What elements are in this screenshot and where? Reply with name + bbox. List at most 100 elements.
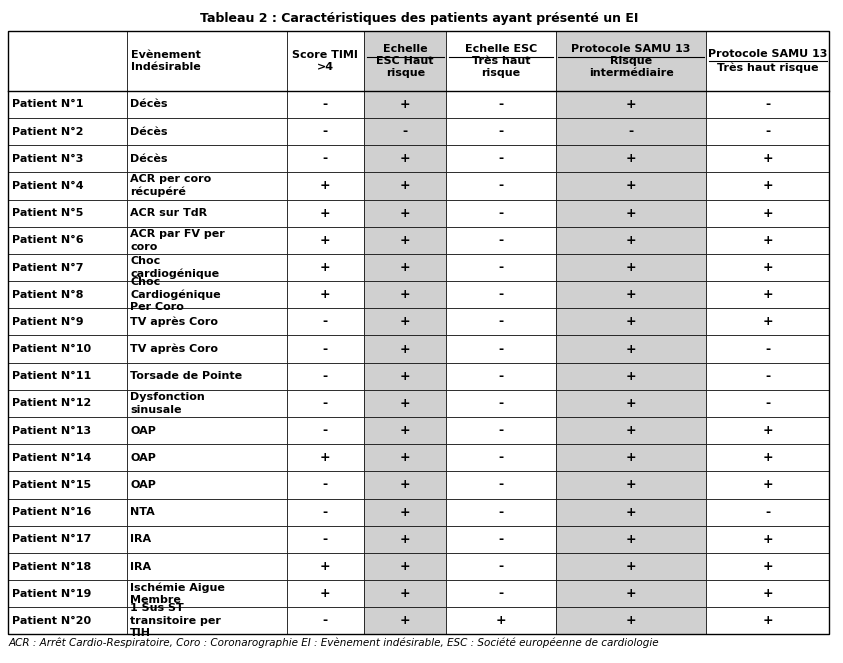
Text: -: - xyxy=(765,397,771,410)
Bar xyxy=(364,281,446,308)
Text: +: + xyxy=(626,207,636,219)
Bar xyxy=(706,118,830,145)
Text: +: + xyxy=(320,288,330,301)
Bar xyxy=(706,335,830,363)
Text: -: - xyxy=(765,98,771,111)
Text: Ischémie Aigue
Membre: Ischémie Aigue Membre xyxy=(131,582,225,605)
Text: ACR : Arrêt Cardio-Respiratoire, Coro : Coronarographie EI : Evènement indésirab: ACR : Arrêt Cardio-Respiratoire, Coro : … xyxy=(8,638,659,648)
Bar xyxy=(556,553,706,580)
Bar xyxy=(127,363,287,390)
Text: -: - xyxy=(498,261,503,274)
Text: Patient N°13: Patient N°13 xyxy=(12,426,91,436)
Bar xyxy=(287,444,364,471)
Text: +: + xyxy=(626,424,636,437)
Bar xyxy=(127,281,287,308)
Text: Patient N°1: Patient N°1 xyxy=(12,99,83,109)
Text: -: - xyxy=(498,180,503,192)
Bar xyxy=(446,281,556,308)
Text: +: + xyxy=(626,316,636,328)
Text: Dysfonction
sinusale: Dysfonction sinusale xyxy=(131,392,205,414)
Text: IRA: IRA xyxy=(131,534,152,544)
Text: Patient N°4: Patient N°4 xyxy=(12,181,83,191)
Bar xyxy=(127,444,287,471)
Text: +: + xyxy=(400,234,411,247)
Text: +: + xyxy=(400,152,411,165)
Text: -: - xyxy=(323,615,328,627)
Text: +: + xyxy=(400,288,411,301)
Text: -: - xyxy=(323,479,328,491)
Text: +: + xyxy=(763,587,773,600)
Text: Torsade de Pointe: Torsade de Pointe xyxy=(131,371,243,381)
Text: -: - xyxy=(498,397,503,410)
Text: -: - xyxy=(323,533,328,546)
Bar xyxy=(364,145,446,172)
Bar xyxy=(706,444,830,471)
Bar xyxy=(127,91,287,118)
Text: TV après Coro: TV après Coro xyxy=(131,344,218,354)
Text: +: + xyxy=(400,397,411,410)
Bar xyxy=(127,308,287,335)
Text: Patient N°16: Patient N°16 xyxy=(12,507,91,517)
Bar xyxy=(556,172,706,200)
Bar xyxy=(364,308,446,335)
Bar xyxy=(446,91,556,118)
Bar xyxy=(706,499,830,526)
Text: Patient N°5: Patient N°5 xyxy=(12,208,83,218)
Text: Echelle
ESC Haut
risque: Echelle ESC Haut risque xyxy=(377,44,434,78)
Text: Patient N°17: Patient N°17 xyxy=(12,534,91,544)
Bar xyxy=(556,471,706,499)
Bar xyxy=(287,118,364,145)
Bar xyxy=(556,390,706,417)
Bar xyxy=(287,499,364,526)
Text: OAP: OAP xyxy=(131,480,156,490)
Bar xyxy=(706,308,830,335)
Bar xyxy=(446,31,556,91)
Text: +: + xyxy=(626,506,636,518)
Bar xyxy=(8,553,127,580)
Text: +: + xyxy=(626,533,636,546)
Text: +: + xyxy=(763,424,773,437)
Text: +: + xyxy=(763,452,773,464)
Text: Protocole SAMU 13
Risque
intermédiaire: Protocole SAMU 13 Risque intermédiaire xyxy=(572,44,690,78)
Bar xyxy=(556,526,706,553)
Bar xyxy=(127,335,287,363)
Bar xyxy=(706,281,830,308)
Text: +: + xyxy=(626,288,636,301)
Text: -: - xyxy=(498,288,503,301)
Bar xyxy=(446,145,556,172)
Bar xyxy=(287,200,364,227)
Bar xyxy=(8,607,127,634)
Bar xyxy=(8,281,127,308)
Text: +: + xyxy=(763,234,773,247)
Bar xyxy=(287,227,364,254)
Text: OAP: OAP xyxy=(131,453,156,463)
Text: Score TIMI
>4: Score TIMI >4 xyxy=(293,50,358,72)
Bar xyxy=(8,471,127,499)
Bar xyxy=(127,227,287,254)
Bar xyxy=(556,145,706,172)
Text: NTA: NTA xyxy=(131,507,155,517)
Bar xyxy=(556,254,706,281)
Bar xyxy=(287,363,364,390)
Text: -: - xyxy=(629,125,634,138)
Text: Patient N°18: Patient N°18 xyxy=(12,562,91,572)
Bar xyxy=(364,526,446,553)
Text: Evènement
Indésirable: Evènement Indésirable xyxy=(132,50,201,72)
Bar xyxy=(8,580,127,607)
Bar xyxy=(364,172,446,200)
Text: -: - xyxy=(403,125,408,138)
Bar xyxy=(556,417,706,444)
Bar xyxy=(446,335,556,363)
Text: +: + xyxy=(626,98,636,111)
Text: Patient N°19: Patient N°19 xyxy=(12,589,91,599)
Bar xyxy=(556,281,706,308)
Text: -: - xyxy=(498,452,503,464)
Text: Echelle ESC
Très haut
risque: Echelle ESC Très haut risque xyxy=(465,44,537,78)
Text: Décès: Décès xyxy=(131,154,168,164)
Text: +: + xyxy=(400,452,411,464)
Text: +: + xyxy=(320,452,330,464)
Text: OAP: OAP xyxy=(131,426,156,436)
Text: -: - xyxy=(323,98,328,111)
Text: -: - xyxy=(323,506,328,518)
Bar xyxy=(364,31,446,91)
